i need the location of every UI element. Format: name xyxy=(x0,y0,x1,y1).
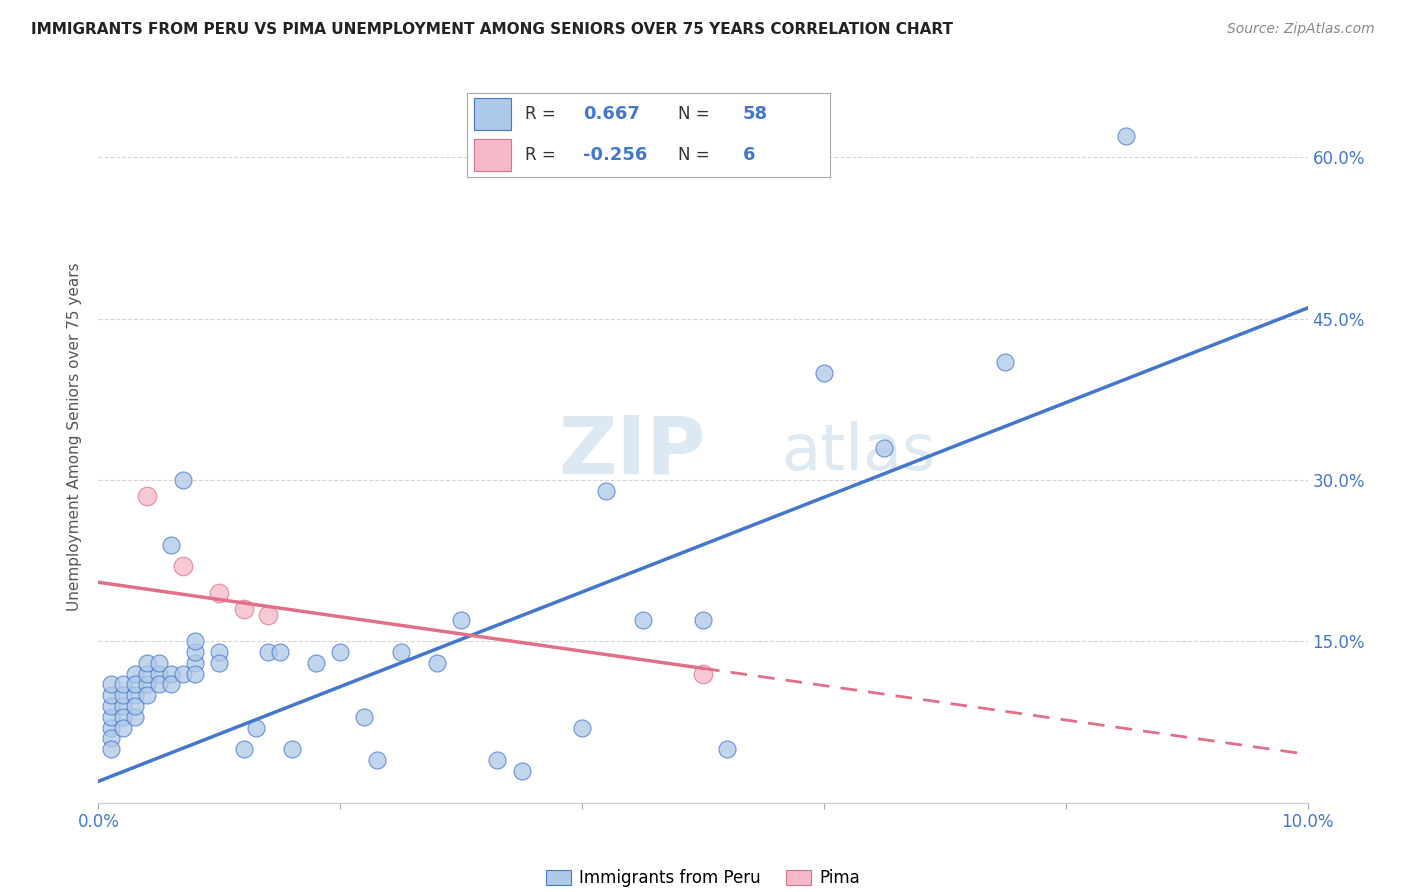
Point xyxy=(160,677,183,691)
Point xyxy=(111,721,134,735)
Point xyxy=(366,753,388,767)
Point xyxy=(184,634,207,648)
Point xyxy=(353,710,375,724)
Point xyxy=(450,613,472,627)
Point xyxy=(329,645,352,659)
Point xyxy=(135,666,157,681)
Point xyxy=(124,677,146,691)
Point xyxy=(111,677,134,691)
Point xyxy=(124,710,146,724)
Point xyxy=(100,698,122,713)
Point xyxy=(232,602,254,616)
Point xyxy=(1115,128,1137,143)
Point xyxy=(135,677,157,691)
Point xyxy=(160,666,183,681)
Point xyxy=(305,656,328,670)
Point xyxy=(100,710,122,724)
Legend: Immigrants from Peru, Pima: Immigrants from Peru, Pima xyxy=(540,863,866,892)
Point xyxy=(172,559,194,574)
Point xyxy=(571,721,593,735)
Point xyxy=(813,366,835,380)
Point xyxy=(631,613,654,627)
Text: Source: ZipAtlas.com: Source: ZipAtlas.com xyxy=(1227,22,1375,37)
Point xyxy=(692,666,714,681)
Point xyxy=(124,698,146,713)
Point xyxy=(256,645,278,659)
Point xyxy=(184,645,207,659)
Point xyxy=(245,721,267,735)
Point xyxy=(100,742,122,756)
Point xyxy=(716,742,738,756)
Point xyxy=(111,710,134,724)
Point xyxy=(595,483,617,498)
Point xyxy=(208,645,231,659)
Point xyxy=(184,666,207,681)
Point xyxy=(111,688,134,702)
Point xyxy=(100,688,122,702)
Point xyxy=(256,607,278,622)
Point xyxy=(135,489,157,503)
Point xyxy=(692,613,714,627)
Point xyxy=(172,473,194,487)
Point xyxy=(510,764,533,778)
Point xyxy=(426,656,449,670)
Point xyxy=(994,355,1017,369)
Point xyxy=(111,698,134,713)
Point xyxy=(873,441,896,455)
Text: ZIP: ZIP xyxy=(558,413,706,491)
Point xyxy=(269,645,291,659)
Point xyxy=(100,721,122,735)
Point xyxy=(172,666,194,681)
Point xyxy=(135,656,157,670)
Point xyxy=(389,645,412,659)
Point xyxy=(232,742,254,756)
Point xyxy=(184,656,207,670)
Point xyxy=(135,688,157,702)
Y-axis label: Unemployment Among Seniors over 75 years: Unemployment Among Seniors over 75 years xyxy=(67,263,83,611)
Point xyxy=(486,753,509,767)
Point xyxy=(208,586,231,600)
Point xyxy=(208,656,231,670)
Point xyxy=(148,677,170,691)
Point xyxy=(100,677,122,691)
Point xyxy=(124,666,146,681)
Text: atlas: atlas xyxy=(782,421,936,483)
Point xyxy=(148,656,170,670)
Point xyxy=(148,666,170,681)
Text: IMMIGRANTS FROM PERU VS PIMA UNEMPLOYMENT AMONG SENIORS OVER 75 YEARS CORRELATIO: IMMIGRANTS FROM PERU VS PIMA UNEMPLOYMEN… xyxy=(31,22,953,37)
Point xyxy=(100,731,122,746)
Point xyxy=(281,742,304,756)
Point xyxy=(124,688,146,702)
Point xyxy=(160,538,183,552)
